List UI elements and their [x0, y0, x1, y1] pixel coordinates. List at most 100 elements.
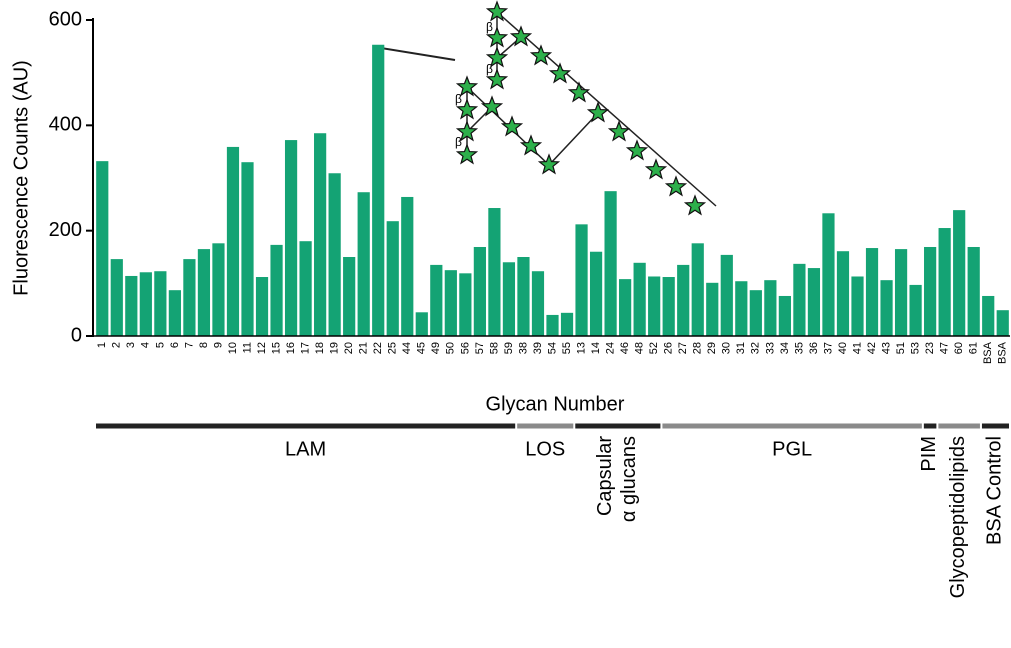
structure-label: β — [486, 20, 493, 34]
bar — [909, 284, 922, 336]
bar — [589, 251, 603, 336]
bar — [793, 263, 806, 336]
bar — [619, 279, 632, 336]
x-tick-label: 29 — [706, 342, 718, 354]
bar — [953, 210, 966, 336]
x-tick-label: 31 — [735, 342, 747, 354]
x-tick-label: 25 — [387, 342, 399, 354]
x-tick-label: 55 — [561, 342, 573, 354]
x-tick-label: 26 — [663, 342, 675, 354]
bar — [314, 133, 327, 336]
bar — [125, 275, 138, 336]
structure-label: β — [486, 62, 493, 76]
group-label: PGL — [772, 438, 812, 460]
bar — [197, 249, 211, 336]
bar — [764, 280, 777, 336]
star — [586, 101, 610, 123]
bar — [96, 161, 109, 336]
bar — [604, 191, 617, 336]
bar — [488, 208, 501, 336]
y-axis-label: Fluorescence Counts (AU) — [10, 60, 32, 296]
bar — [343, 257, 356, 336]
star — [485, 0, 509, 22]
star — [567, 81, 591, 103]
star — [485, 26, 509, 48]
x-tick-label: 43 — [880, 342, 892, 354]
star — [455, 120, 479, 142]
x-tick-label: BSA — [997, 341, 1009, 364]
star — [644, 158, 668, 180]
x-tick-label: 58 — [488, 342, 500, 354]
group-label: Capsular α glucans — [594, 436, 640, 522]
x-tick-label: 8 — [198, 342, 210, 348]
x-tick-label: 53 — [910, 342, 922, 354]
bar — [430, 264, 443, 336]
bar — [560, 312, 574, 336]
glycan-structure: β β β β — [374, 0, 717, 216]
star — [485, 46, 509, 68]
x-tick-label: 38 — [517, 342, 529, 354]
bar — [749, 290, 762, 336]
x-tick-label: 3 — [125, 342, 137, 348]
bar — [691, 243, 704, 336]
x-tick-label: 11 — [241, 342, 253, 353]
x-tick-label: 20 — [343, 342, 355, 354]
star — [625, 139, 649, 161]
x-tick-label: 23 — [924, 342, 936, 354]
bar — [822, 213, 835, 336]
bar — [517, 257, 530, 336]
structure-label: β — [455, 92, 462, 106]
x-tick-label: 36 — [808, 342, 820, 354]
group-label: LOS — [525, 438, 565, 460]
y-tick-label: 200 — [49, 219, 82, 241]
x-tick-label: 13 — [575, 342, 587, 354]
x-tick-label: 57 — [474, 342, 486, 354]
x-tick-label: 17 — [300, 342, 312, 354]
group-label: BSA Control — [984, 436, 1006, 545]
x-tick-label: 60 — [953, 342, 965, 354]
bar — [328, 173, 341, 336]
star — [455, 143, 479, 165]
x-tick-label: 14 — [590, 342, 602, 354]
x-tick-label: 12 — [256, 342, 268, 354]
bar — [386, 221, 399, 336]
bar — [880, 280, 893, 336]
x-tick-label: 35 — [793, 342, 805, 354]
x-tick-label: 39 — [532, 342, 544, 354]
bar — [982, 295, 995, 336]
x-tick-label: 49 — [430, 342, 442, 354]
bar — [836, 251, 850, 336]
x-tick-label: 41 — [851, 342, 863, 354]
x-tick-label: 28 — [692, 342, 704, 354]
x-tick-label: 44 — [401, 342, 413, 354]
star — [485, 68, 509, 90]
x-tick-label: 4 — [140, 342, 152, 348]
x-tick-label: 6 — [169, 342, 181, 348]
star — [500, 115, 524, 137]
group-label: PIM — [918, 436, 940, 472]
bar — [241, 162, 254, 336]
bar — [996, 310, 1009, 336]
bar — [894, 249, 908, 336]
x-tick-label: 9 — [212, 342, 224, 348]
x-tick-label: 33 — [764, 342, 776, 354]
bar — [807, 268, 821, 336]
star — [455, 98, 479, 120]
x-tick-label: 30 — [721, 342, 733, 354]
bar — [502, 262, 516, 336]
x-tick-label: 32 — [750, 342, 762, 354]
bar — [415, 312, 428, 336]
star — [607, 120, 631, 142]
bar — [967, 246, 980, 336]
x-tick-label: 21 — [358, 342, 370, 354]
star — [480, 95, 504, 117]
bar — [154, 271, 167, 336]
bar — [270, 244, 283, 336]
bar — [662, 277, 675, 336]
bar — [706, 282, 719, 336]
star — [537, 153, 561, 175]
bar — [459, 273, 472, 336]
bar — [720, 254, 733, 336]
x-tick-label: 10 — [227, 342, 239, 354]
star — [548, 62, 572, 84]
